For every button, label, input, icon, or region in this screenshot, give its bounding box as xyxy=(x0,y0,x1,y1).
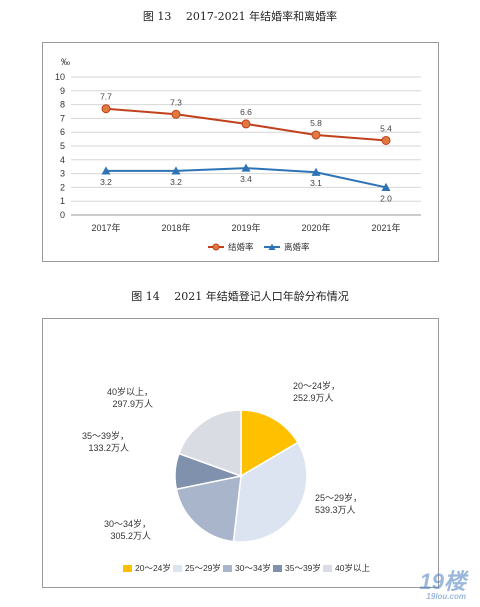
marriage-rate-point xyxy=(241,119,251,129)
divorce-rate-point xyxy=(241,163,251,172)
legend-swatch xyxy=(223,565,232,572)
x-tick-label: 2017年 xyxy=(91,222,120,233)
x-tick-label: 2019年 xyxy=(231,222,260,233)
pie-slice xyxy=(177,409,242,478)
x-tick-label: 2021年 xyxy=(371,222,400,233)
y-tick-label: 2 xyxy=(60,182,65,192)
y-tick-label: 0 xyxy=(60,210,65,220)
y-tick-label: 7 xyxy=(60,113,65,123)
legend-swatch xyxy=(323,565,332,572)
data-label: 3.1 xyxy=(310,178,322,188)
legend-label: 40岁以上 xyxy=(335,563,370,573)
legend-label: 离婚率 xyxy=(284,242,310,252)
line-chart-panel: 0 1 2 3 4 5 6 7 8 9 10 ‰ 2017年 2018年 2019年 2020年 2021年 7.… xyxy=(42,42,439,262)
slice-label-line: 25～29岁， xyxy=(315,492,362,503)
slice-label-line: 297.9万人 xyxy=(112,399,153,409)
marriage-rate-point xyxy=(101,104,111,114)
y-tick-label: 8 xyxy=(60,100,65,110)
watermark-main: 19楼 xyxy=(419,569,466,594)
y-tick-label: 6 xyxy=(60,127,65,137)
legend-label: 20～24岁 xyxy=(135,563,171,573)
y-tick-label: 10 xyxy=(55,72,65,82)
divorce-rate-point xyxy=(171,166,181,175)
line-chart: 0 1 2 3 4 5 6 7 8 9 10 ‰ 2017年 2018年 2019年 2020年 2021年 7.… xyxy=(55,57,421,252)
y-tick-label: 4 xyxy=(60,155,65,165)
y-tick-label: 3 xyxy=(60,169,65,179)
pie-chart: 20～24岁， 252.9万人 25～29岁， 539.3万人 30～34岁， 305.2… xyxy=(82,380,370,573)
data-label: 2.0 xyxy=(380,193,392,203)
data-label: 7.7 xyxy=(100,92,112,102)
legend-label: 结婚率 xyxy=(228,242,254,252)
y-axis-unit: ‰ xyxy=(61,57,70,67)
marriage-rate-point xyxy=(381,135,391,145)
marriage-rate-point xyxy=(311,130,321,140)
pie-slice xyxy=(175,475,242,543)
slice-label-line: 252.9万人 xyxy=(293,393,334,403)
slice-label-line: 40岁以上， xyxy=(107,386,153,397)
slice-label: 30～34岁， 305.2万人 xyxy=(104,518,151,541)
data-label: 7.3 xyxy=(170,97,182,107)
slice-label-line: 35～39岁， xyxy=(82,430,129,441)
legend-marker xyxy=(212,243,220,251)
y-tick-label: 1 xyxy=(60,196,65,206)
x-tick-label: 2018年 xyxy=(161,222,190,233)
slice-label-line: 30～34岁， xyxy=(104,518,151,529)
data-label: 6.6 xyxy=(240,107,252,117)
slice-label: 40岁以上， 297.9万人 xyxy=(107,386,153,409)
data-label: 3.4 xyxy=(240,174,252,184)
legend-label: 30～34岁 xyxy=(235,563,271,573)
y-tick-label: 9 xyxy=(60,86,65,96)
pie-chart-panel: 20～24岁， 252.9万人 25～29岁， 539.3万人 30～34岁， 305.2… xyxy=(42,318,439,588)
y-tick-label: 5 xyxy=(60,141,65,151)
slice-label-line: 133.2万人 xyxy=(88,443,129,453)
divorce-rate-point xyxy=(311,167,321,176)
slice-label: 35～39岁， 133.2万人 xyxy=(82,430,129,453)
pie-slice xyxy=(232,441,308,543)
legend-label: 35～39岁 xyxy=(285,563,321,573)
divorce-rate-point xyxy=(101,166,111,175)
legend-swatch xyxy=(273,565,282,572)
data-label: 5.4 xyxy=(380,123,392,133)
watermark-sub: 19lou.com xyxy=(426,592,466,601)
data-label: 5.8 xyxy=(310,118,322,128)
data-label: 3.2 xyxy=(170,177,182,187)
slice-label-line: 539.3万人 xyxy=(315,505,356,515)
legend-swatch xyxy=(123,565,132,572)
legend-marker xyxy=(268,243,276,250)
pie-slice xyxy=(240,409,299,478)
slice-label: 25～29岁， 539.3万人 xyxy=(315,492,362,515)
slice-label-line: 20～24岁， xyxy=(293,380,340,391)
x-tick-label: 2020年 xyxy=(301,222,330,233)
figure-14-title: 图 14 2021 年结婚登记人口年龄分布情况 xyxy=(131,290,349,303)
figure-13-title: 图 13 2017-2021 年结婚率和离婚率 xyxy=(142,10,338,23)
legend-swatch xyxy=(173,565,182,572)
watermark-logo: 19楼 19lou.com xyxy=(420,564,466,601)
data-label: 3.2 xyxy=(100,177,112,187)
slice-label: 20～24岁， 252.9万人 xyxy=(293,380,340,403)
slice-label-line: 305.2万人 xyxy=(110,531,151,541)
divorce-rate-point xyxy=(381,182,391,191)
marriage-rate-point xyxy=(171,109,181,119)
legend-label: 25～29岁 xyxy=(185,563,221,573)
